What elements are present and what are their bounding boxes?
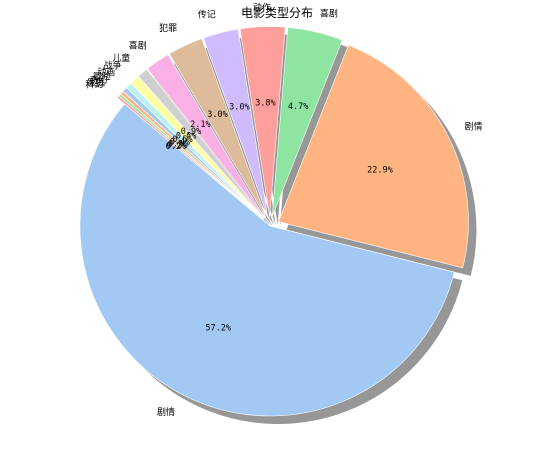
slice-pct-3: 3.8% bbox=[255, 99, 275, 109]
slice-label-3: 动作 bbox=[253, 2, 271, 14]
slice-pct-5: 3.0% bbox=[207, 110, 227, 120]
slice-pct-6: 2.1% bbox=[190, 120, 210, 130]
slice-pct-11: 0.3% bbox=[168, 139, 188, 149]
pie-slice-6 bbox=[146, 54, 265, 219]
slice-label-8: 战争 bbox=[104, 60, 122, 72]
slice-label-9: 动画 bbox=[97, 67, 115, 78]
slice-label-5: 犯罪 bbox=[159, 23, 177, 34]
pie-slice-8 bbox=[130, 75, 264, 220]
pie-slice-2 bbox=[271, 27, 343, 217]
pie-slice-7 bbox=[137, 68, 265, 219]
label-layer: 剧情 57.2% 剧情 22.9% 喜剧 4.7% 动作 3.8% 传记 3.0% 犯罪 3.0% 喜剧… bbox=[85, 2, 482, 419]
pie-slice-0 bbox=[79, 103, 455, 417]
slice-label-11: 奇幻 bbox=[90, 74, 108, 86]
slice-pct-7: 0.9% bbox=[181, 127, 201, 137]
slice-pct-2: 4.7% bbox=[288, 102, 308, 112]
chart-title: 电影类型分布 bbox=[241, 6, 313, 20]
slice-pct-10: 0.4% bbox=[170, 137, 190, 147]
slice-pct-12: 0.2% bbox=[167, 141, 187, 151]
slice-layer bbox=[79, 26, 469, 417]
slice-pct-8: 0.8% bbox=[176, 131, 196, 141]
slice-label-13: 科幻 bbox=[85, 79, 103, 91]
slice-label-1: 剧情 bbox=[464, 120, 482, 132]
slice-pct-1: 22.9% bbox=[367, 166, 393, 176]
slice-label-7: 儿童 bbox=[112, 52, 130, 64]
pie-slice-5 bbox=[168, 38, 267, 218]
slice-pct-4: 3.0% bbox=[229, 102, 249, 112]
pie-slice-13 bbox=[116, 95, 263, 221]
slice-label-4: 传记 bbox=[198, 8, 216, 20]
slice-label-10: 冒险 bbox=[93, 70, 111, 82]
slice-pct-9: 0.5% bbox=[172, 135, 192, 145]
slice-label-12: 家庭 bbox=[87, 76, 105, 88]
slice-label-2: 喜剧 bbox=[320, 7, 338, 19]
pie-slice-1 bbox=[278, 44, 469, 269]
slice-pct-13: 0.2% bbox=[166, 142, 186, 152]
slice-pct-0: 57.2% bbox=[205, 324, 231, 334]
pie-slice-4 bbox=[203, 28, 268, 217]
slice-label-6: 喜剧 bbox=[129, 40, 147, 52]
pie-slice-3 bbox=[239, 26, 286, 217]
slice-label-0: 剧情 bbox=[157, 406, 175, 418]
